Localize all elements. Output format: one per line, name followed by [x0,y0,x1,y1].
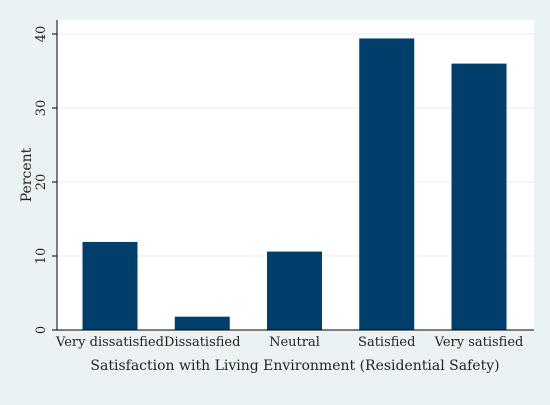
y-tick-label: 10 [34,248,49,265]
bar-dissatisfied [174,316,230,330]
x-tick-label: Very dissatisfied [55,335,164,350]
bars [82,38,507,330]
y-tick-label: 30 [34,100,49,117]
x-axis: Very dissatisfied Dissatisfied Neutral Sati… [55,329,534,350]
bar-neutral [267,251,322,330]
bar-very-satisfied [451,63,507,330]
bar-satisfied [359,38,415,330]
x-tick-label: Dissatisfied [164,335,240,350]
x-tick-label: Very satisfied [434,335,524,350]
y-tick-label: 0 [34,326,49,334]
y-axis: 0 10 20 30 40 [34,20,58,334]
y-axis-title: Percent [19,147,35,202]
x-tick-label: Neutral [269,335,320,350]
x-axis-title: Satisfaction with Living Environment (Re… [90,358,499,374]
y-tick-label: 20 [34,174,49,191]
x-tick-label: Satisfied [358,335,415,350]
y-tick-label: 40 [34,26,49,43]
bar-very-dissatisfied [82,241,138,330]
